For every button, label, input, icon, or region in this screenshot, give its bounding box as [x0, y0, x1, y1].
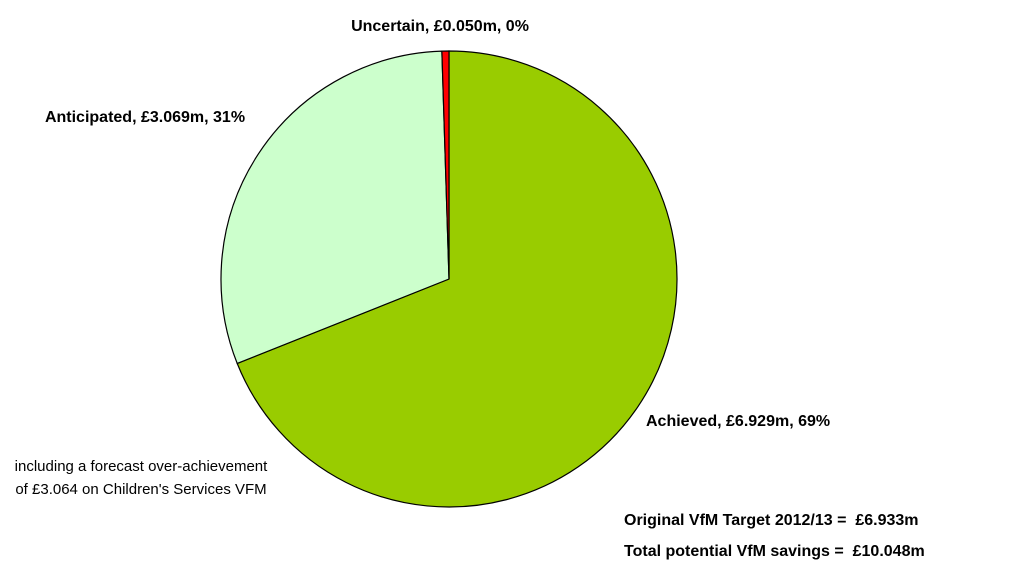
pie-slice: [220, 50, 450, 365]
annotation: including a forecast over-achievement of…: [14, 458, 268, 498]
pie-slice: [236, 50, 678, 508]
annotation: Total potential VfM savings = £10.048m: [624, 543, 925, 560]
annotation: Original VfM Target 2012/13 = £6.933m: [624, 512, 919, 529]
slice-label: Anticipated, £3.069m, 31%: [44, 109, 246, 126]
pie-slice: [441, 50, 450, 280]
slice-label: Uncertain, £0.050m, 0%: [351, 18, 529, 35]
slice-label: Achieved, £6.929m, 69%: [646, 413, 831, 430]
